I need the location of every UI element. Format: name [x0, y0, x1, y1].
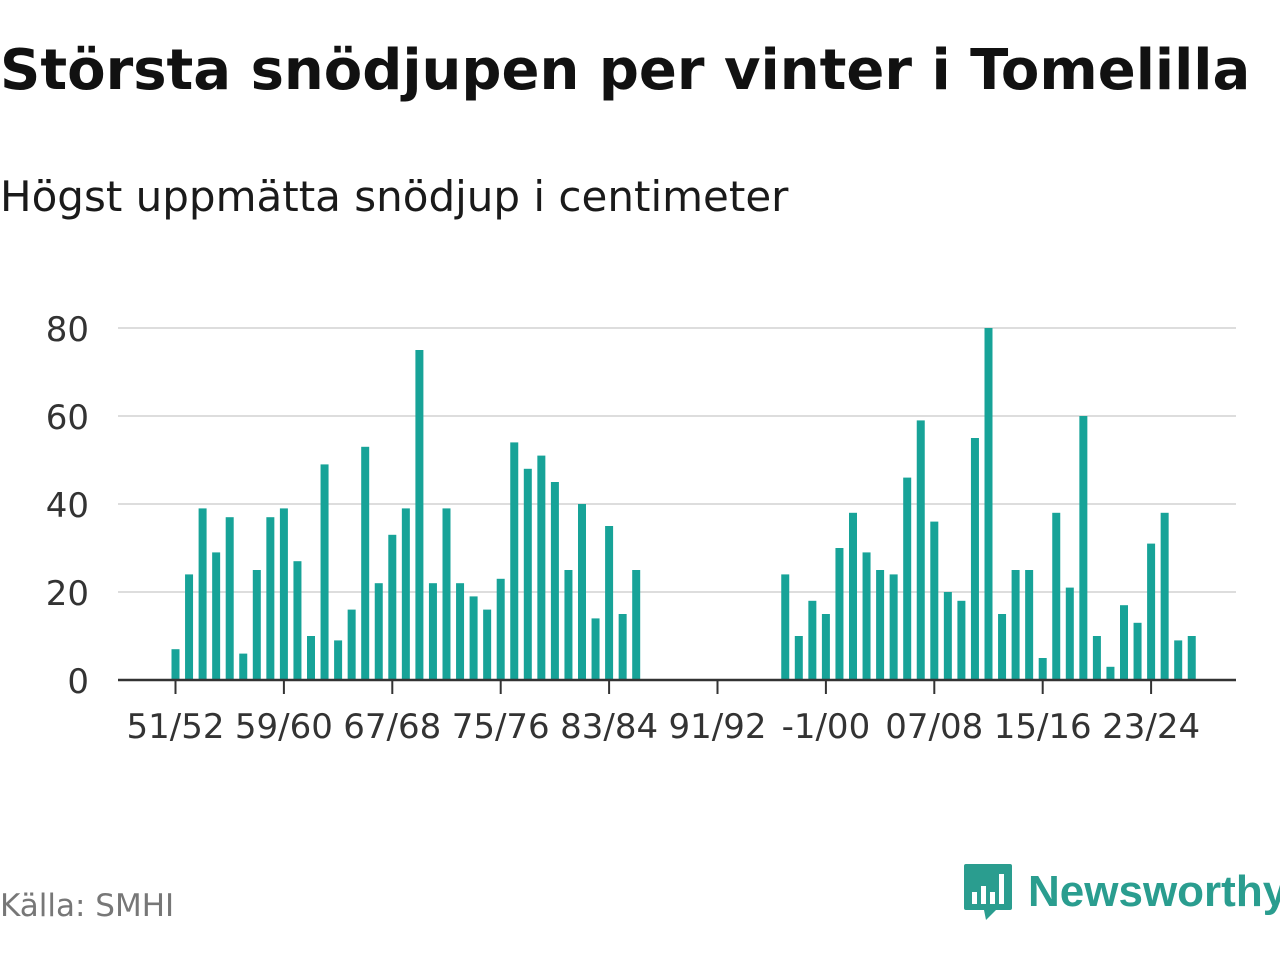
bar: [388, 534, 397, 680]
bar: [198, 508, 207, 680]
x-tick-label: 67/68: [343, 707, 441, 747]
bar: [862, 552, 871, 680]
x-tick-label: 23/24: [1102, 707, 1200, 747]
bar: [781, 574, 790, 680]
brand-name: Newsworthy: [1028, 867, 1280, 916]
bar: [1133, 622, 1142, 680]
newsworthy-logo[interactable]: Newsworthy: [962, 862, 1280, 922]
bar: [483, 609, 492, 680]
bar: [794, 636, 803, 680]
bar: [876, 570, 885, 680]
bar: [537, 455, 546, 680]
gridlines: [118, 327, 1236, 593]
axes: 0 20 40 60 80 51/52 59/60 67/68 75/76 83/84 91/92-…: [46, 310, 1236, 747]
bar: [442, 508, 451, 680]
bar: [469, 596, 478, 680]
bar: [849, 512, 857, 680]
bar: [293, 561, 302, 680]
bar: [456, 583, 465, 680]
x-tick-label: -1/00: [782, 707, 871, 747]
bars: [171, 328, 1196, 680]
bar: [930, 521, 939, 680]
y-tick-label: 40: [46, 486, 89, 526]
bar: [998, 614, 1007, 680]
bar: [808, 600, 817, 680]
newsworthy-logo-icon: [964, 864, 1012, 920]
x-tick-label: 59/60: [235, 707, 333, 747]
bar: [605, 526, 614, 680]
bar: [1174, 640, 1183, 680]
bar: [835, 548, 844, 680]
x-tick-label: 15/16: [994, 707, 1092, 747]
bar: [374, 583, 383, 680]
x-tick-label: 75/76: [452, 707, 550, 747]
bar: [415, 350, 424, 680]
bar: [821, 614, 830, 680]
chart-title: Största snödjupen per vinter i Tomelilla: [0, 38, 1251, 103]
bar: [1011, 570, 1020, 680]
bar: [428, 583, 437, 680]
bar: [510, 442, 519, 680]
bar: [185, 574, 194, 680]
bar: [618, 614, 627, 680]
bar: [1106, 666, 1115, 680]
bar: [225, 517, 234, 680]
bar: [266, 517, 275, 680]
bar: [1065, 587, 1074, 680]
bar: [957, 600, 966, 680]
x-tick-label: 91/92: [669, 707, 767, 747]
bar: [632, 570, 641, 680]
bar: [401, 508, 410, 680]
chart-subtitle: Högst uppmätta snödjup i centimeter: [0, 172, 789, 221]
bar: [252, 570, 261, 680]
bar: [564, 570, 573, 680]
bar: [984, 328, 993, 680]
bar: [347, 609, 356, 680]
source-label: Källa: SMHI: [0, 888, 175, 924]
bar: [320, 464, 329, 680]
bar: [1052, 512, 1061, 680]
y-tick-label: 0: [67, 662, 89, 702]
bar: [1147, 543, 1156, 680]
bar: [1160, 512, 1169, 680]
bar: [279, 508, 288, 680]
bar: [943, 592, 952, 680]
bar: [1120, 605, 1128, 680]
y-tick-label: 80: [46, 310, 89, 350]
bar: [1025, 570, 1034, 680]
x-tick-label: 51/52: [127, 707, 225, 747]
y-tick-label: 20: [46, 574, 89, 614]
bar: [496, 578, 505, 680]
bar: [903, 477, 912, 680]
bar: [1092, 636, 1101, 680]
bar: [578, 504, 586, 680]
bar: [523, 468, 532, 680]
bar: [591, 618, 600, 680]
y-tick-label: 60: [46, 398, 89, 438]
bar: [970, 438, 979, 680]
bar: [307, 636, 315, 680]
bar: [550, 482, 559, 680]
bar: [916, 420, 925, 680]
bar: [1038, 658, 1047, 680]
bar: [1079, 416, 1088, 680]
bar: [361, 446, 370, 680]
bar: [334, 640, 343, 680]
x-tick-label: 83/84: [560, 707, 658, 747]
bar: [889, 574, 898, 680]
bar: [1187, 636, 1196, 680]
bar: [239, 653, 248, 680]
bar: [212, 552, 221, 680]
x-tick-label: 07/08: [885, 707, 983, 747]
bar: [171, 649, 180, 680]
